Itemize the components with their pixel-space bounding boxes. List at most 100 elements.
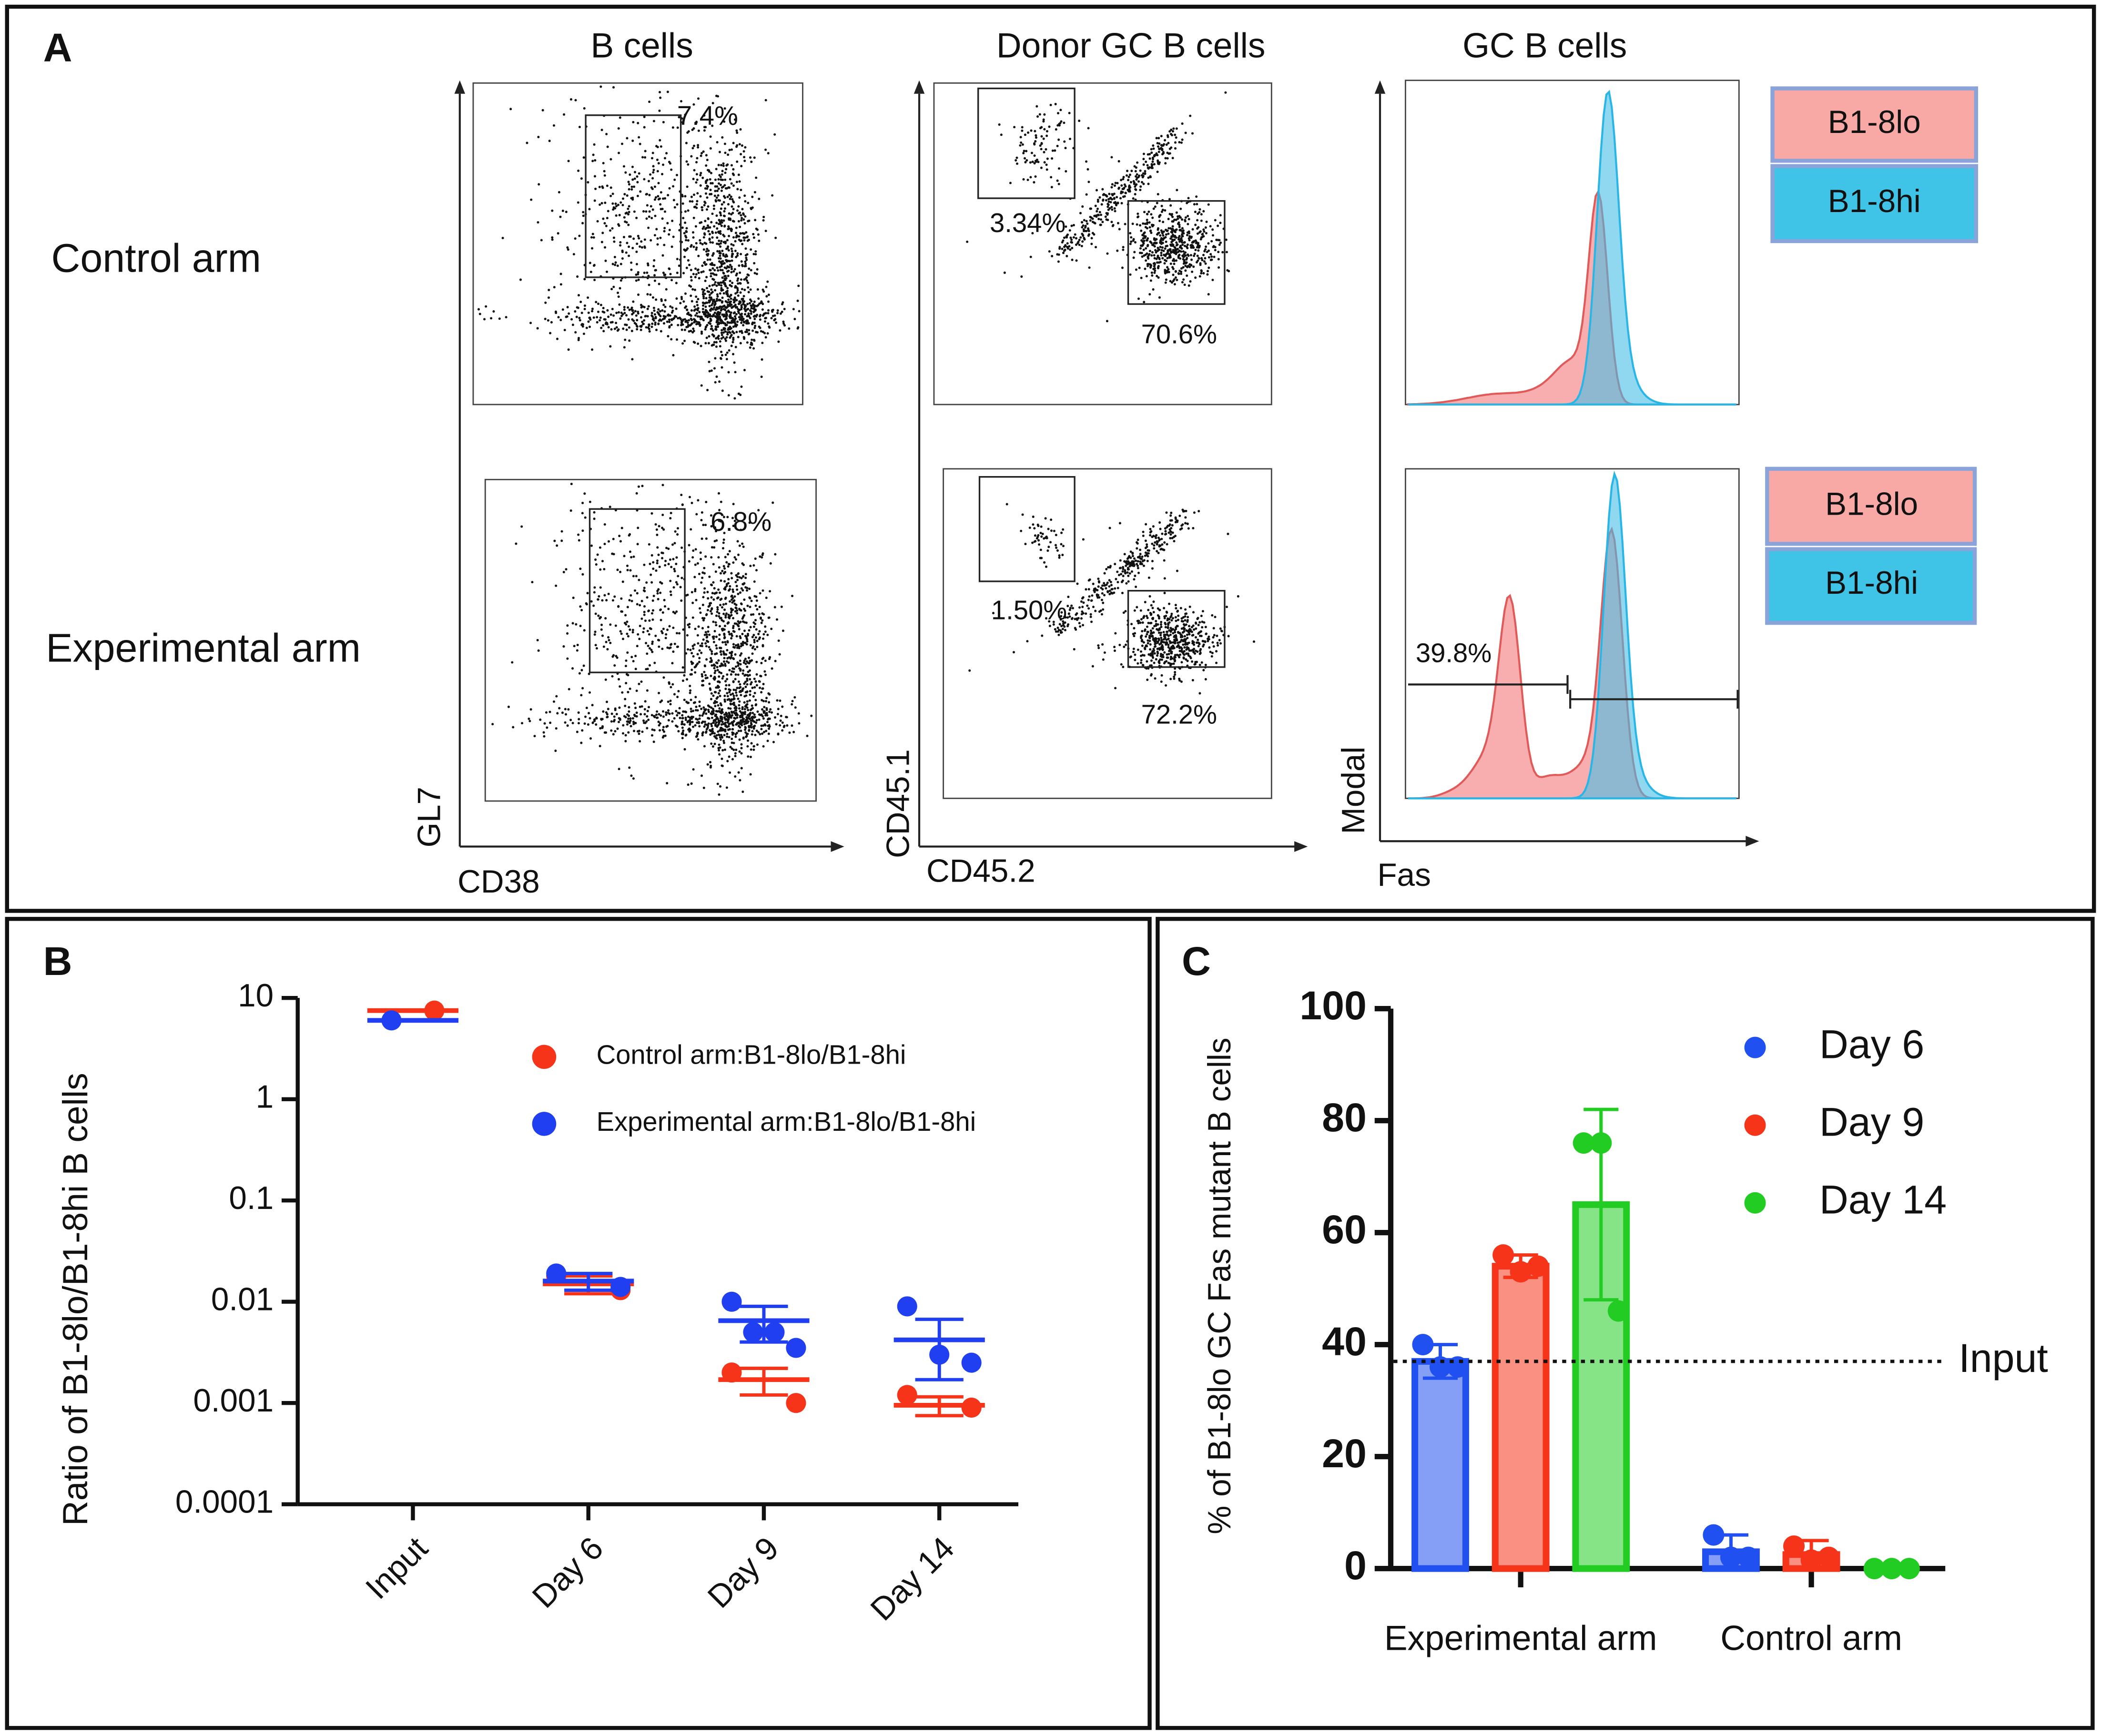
event-dot	[653, 313, 656, 316]
event-dot	[762, 731, 766, 733]
event-dot	[749, 693, 751, 696]
event-dot	[729, 331, 731, 334]
event-dot	[577, 306, 579, 309]
event-dot	[714, 670, 717, 672]
event-dot	[1210, 255, 1213, 258]
event-dot	[717, 257, 721, 260]
event-dot	[747, 670, 750, 673]
event-dot	[693, 305, 696, 308]
event-dot	[1225, 251, 1228, 254]
event-dot	[1209, 253, 1212, 256]
event-dot	[627, 318, 630, 321]
event-dot	[728, 193, 731, 196]
event-dot	[752, 748, 755, 751]
event-dot	[797, 326, 800, 329]
event-dot	[1157, 246, 1159, 249]
event-dot	[743, 265, 746, 268]
event-dot	[606, 323, 609, 326]
event-dot	[1096, 200, 1099, 203]
event-dot	[752, 634, 755, 637]
event-dot	[698, 649, 701, 652]
event-dot	[675, 315, 678, 318]
event-dot	[738, 212, 741, 215]
event-dot	[724, 721, 727, 724]
event-dot	[761, 687, 764, 690]
event-dot	[762, 633, 765, 636]
event-dot	[701, 571, 704, 574]
event-dot	[580, 741, 583, 744]
event-dot	[676, 696, 679, 699]
event-dot	[714, 281, 717, 284]
event-dot	[710, 546, 713, 549]
event-dot	[700, 511, 703, 514]
event-dot	[592, 316, 595, 319]
event-dot	[547, 319, 549, 322]
event-dot	[743, 194, 746, 197]
event-dot	[718, 219, 721, 222]
event-dot	[1134, 653, 1137, 656]
event-dot	[1197, 639, 1199, 641]
event-dot	[1177, 250, 1180, 253]
event-dot	[683, 723, 686, 726]
event-dot	[715, 196, 718, 199]
event-dot	[723, 628, 726, 631]
event-dot	[1167, 653, 1170, 656]
event-dot	[1162, 221, 1165, 223]
event-dot	[717, 733, 720, 736]
event-dot	[727, 707, 730, 710]
event-dot	[704, 263, 707, 266]
event-dot	[695, 323, 698, 325]
event-dot	[1037, 539, 1040, 542]
event-dot	[731, 306, 733, 309]
event-dot	[730, 271, 733, 274]
event-dot	[1173, 252, 1176, 254]
event-dot	[739, 663, 742, 666]
event-dot	[619, 279, 622, 282]
event-dot	[737, 771, 740, 774]
event-dot	[752, 727, 755, 730]
event-dot	[587, 181, 589, 184]
event-dot	[708, 238, 711, 241]
event-dot	[719, 322, 721, 325]
event-dot	[1160, 637, 1163, 640]
event-dot	[715, 624, 718, 627]
event-dot	[1124, 192, 1127, 194]
event-dot	[681, 226, 684, 229]
event-dot	[740, 720, 743, 722]
event-dot	[717, 692, 720, 695]
event-dot	[589, 737, 592, 740]
event-dot	[715, 734, 718, 737]
event-dot	[723, 120, 726, 123]
event-dot	[1071, 258, 1074, 261]
event-dot	[732, 721, 735, 723]
event-dot	[728, 656, 731, 659]
event-dot	[698, 572, 700, 576]
event-dot	[1170, 235, 1173, 238]
event-dot	[711, 213, 714, 215]
event-dot	[732, 332, 735, 335]
event-dot	[1151, 607, 1154, 609]
event-dot	[708, 575, 711, 578]
event-dot	[1009, 182, 1012, 184]
event-dot	[1201, 640, 1204, 642]
event-dot	[761, 342, 764, 345]
event-dot	[687, 311, 690, 314]
event-dot	[706, 389, 709, 392]
event-dot	[777, 639, 780, 642]
event-dot	[753, 321, 756, 324]
event-dot	[561, 209, 564, 212]
event-dot	[606, 145, 609, 148]
event-dot	[759, 733, 761, 736]
event-dot	[1090, 237, 1093, 240]
event-dot	[675, 338, 679, 341]
event-dot	[727, 720, 730, 722]
event-dot	[1096, 198, 1099, 201]
event-dot	[1035, 158, 1038, 161]
event-dot	[716, 597, 719, 599]
event-dot	[597, 310, 600, 313]
event-dot	[791, 703, 793, 706]
event-dot	[767, 300, 770, 303]
event-dot	[1155, 658, 1157, 661]
event-dot	[702, 291, 705, 294]
event-dot	[593, 633, 596, 636]
